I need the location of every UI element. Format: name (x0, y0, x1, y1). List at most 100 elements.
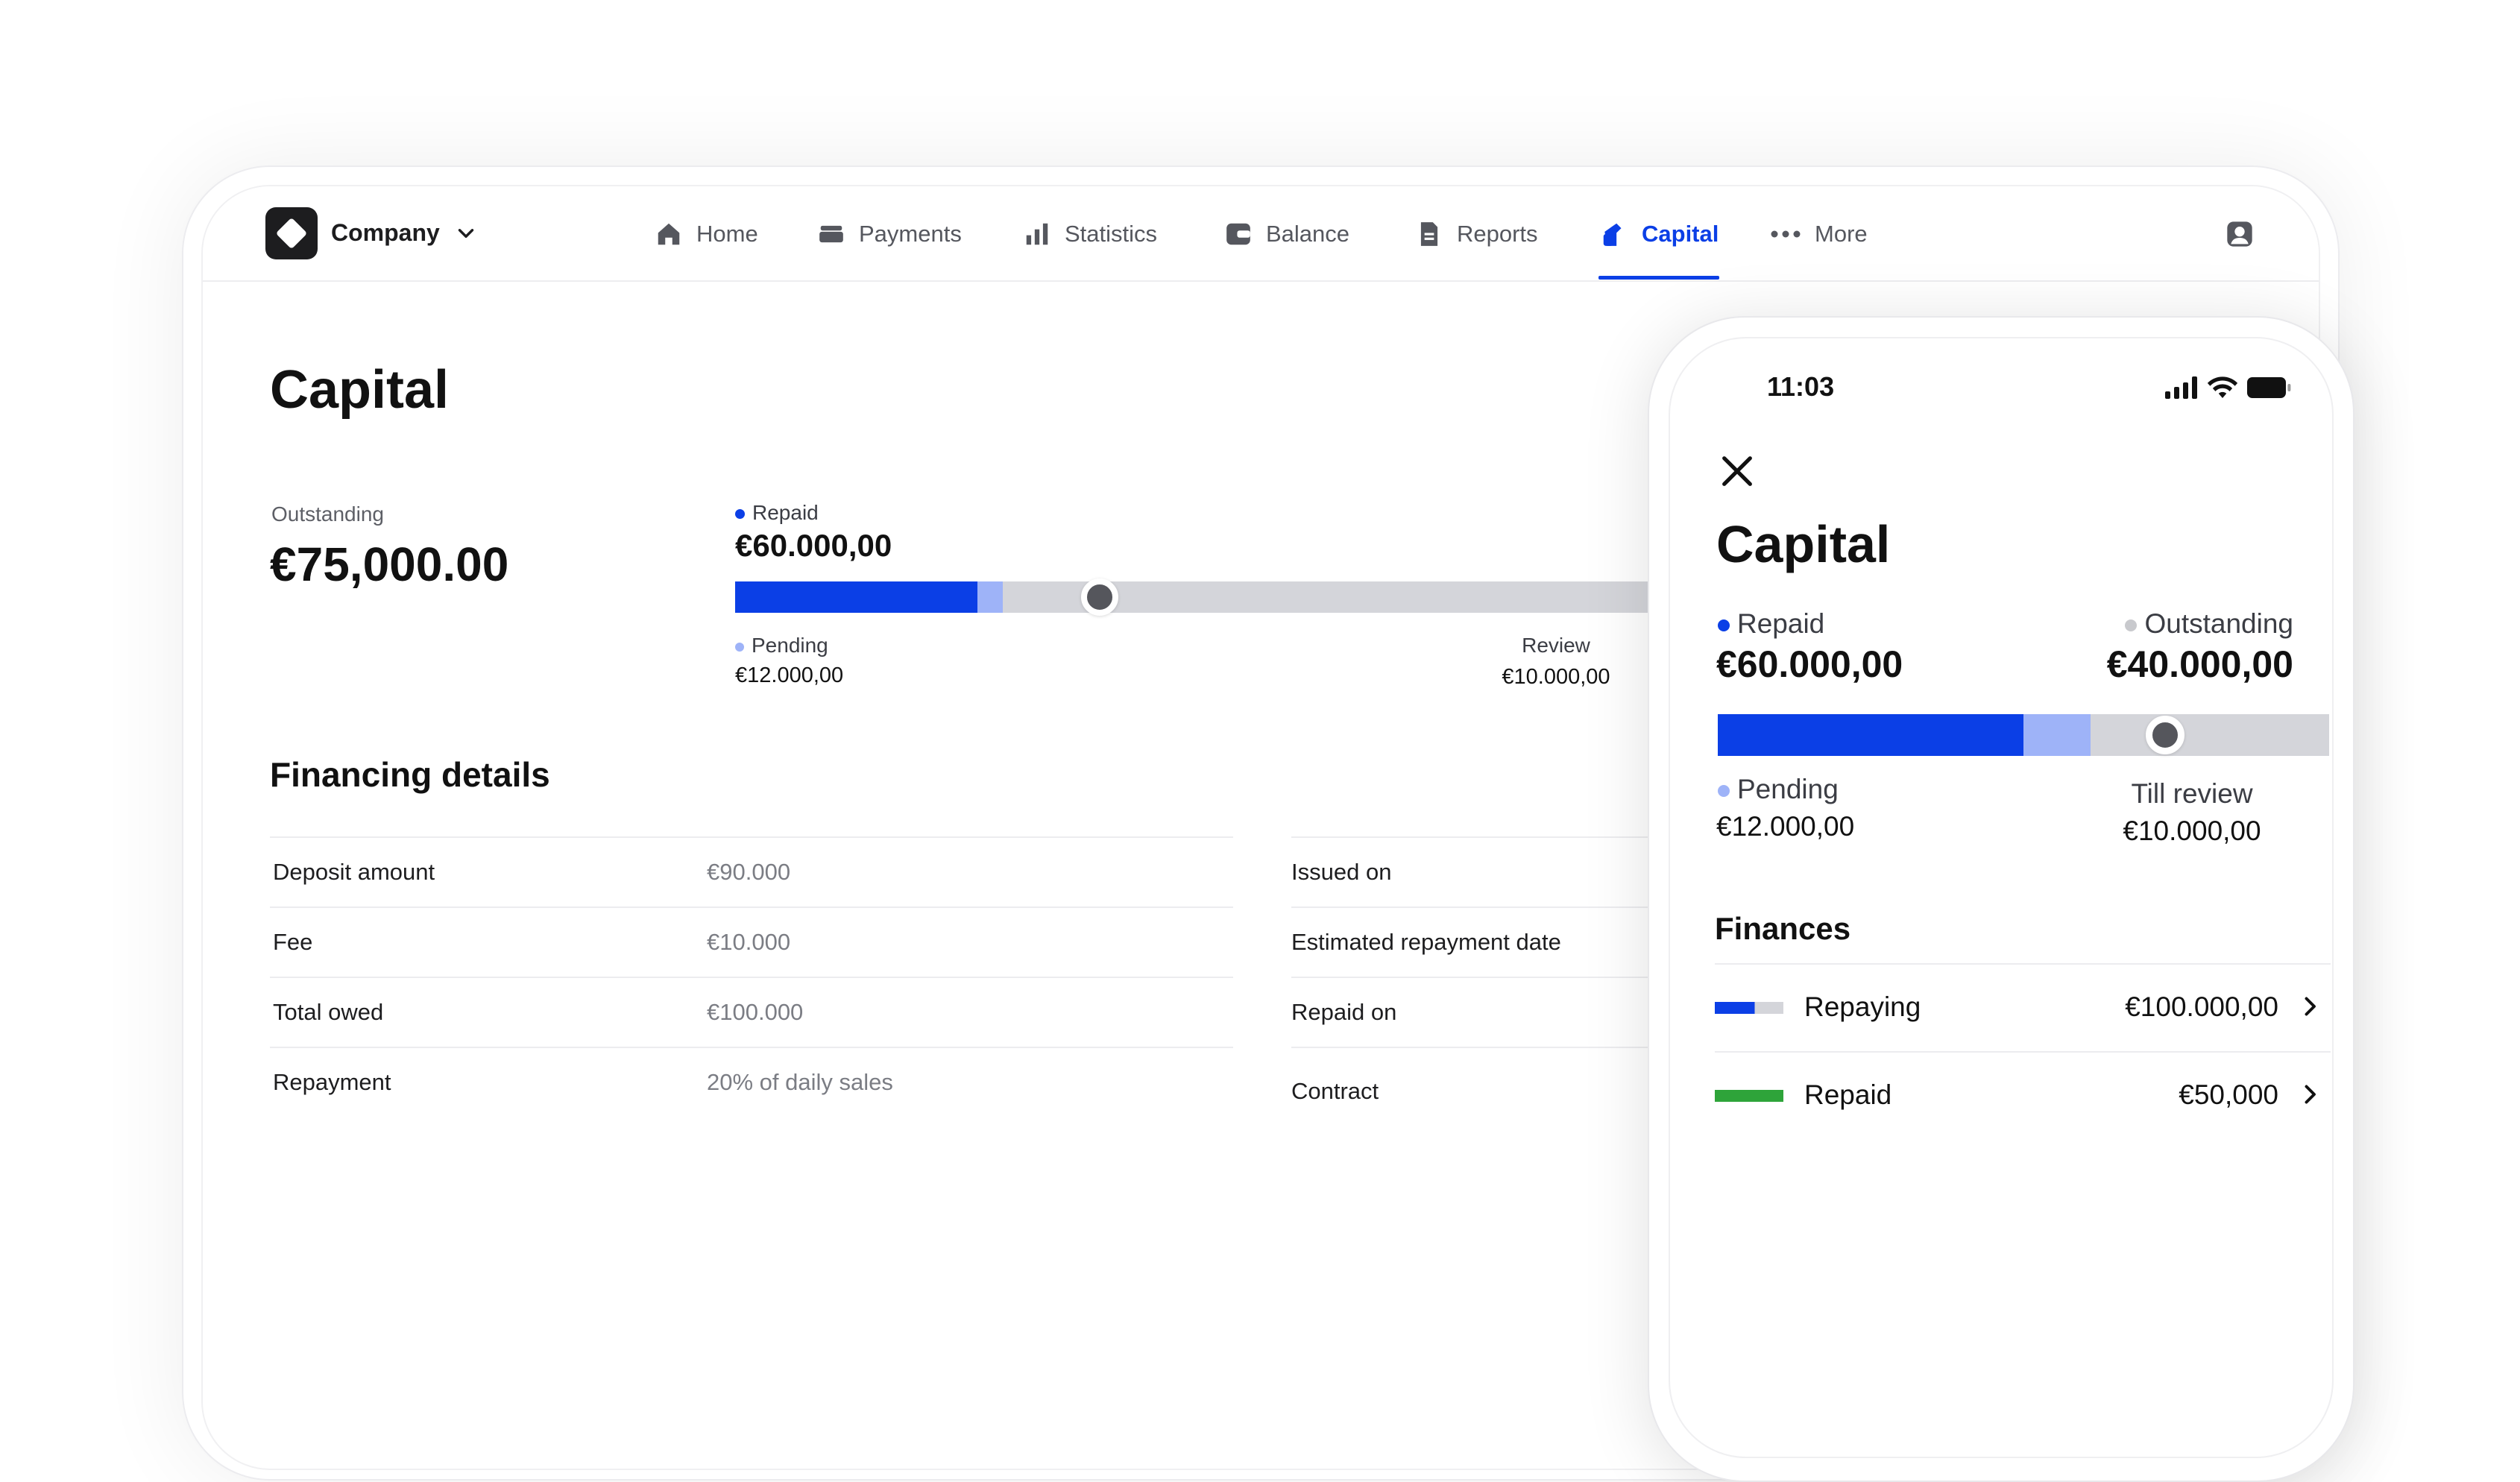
repaid-dot-icon (1718, 619, 1730, 632)
chevron-right-icon (2305, 997, 2316, 1016)
repaid-label: Repaid (752, 501, 819, 524)
nav-balance-label: Balance (1266, 221, 1350, 247)
pending-label: Pending (752, 634, 828, 657)
nav-statistics[interactable]: Statistics (1023, 213, 1157, 255)
repaid-dot-icon (735, 509, 745, 520)
payments-icon (819, 225, 843, 243)
more-dots-icon (1771, 230, 1801, 238)
phone-outstanding-label: Outstanding (2144, 608, 2293, 639)
phone-pending-value: €12.000,00 (1716, 811, 1855, 842)
phone-review-label: Till review (2131, 778, 2253, 809)
review-marker[interactable] (2146, 716, 2185, 754)
phone-repaid-value: €60.000,00 (1716, 643, 1903, 685)
wifi-icon (2207, 376, 2238, 398)
phone-pending-legend: Pending (1718, 774, 1839, 805)
table-row: Deposit amount €90.000 (270, 836, 1233, 906)
home-icon (658, 223, 680, 245)
nav-home-label: Home (696, 221, 758, 247)
active-tab-indicator (1598, 276, 1719, 280)
finances-title: Finances (1715, 911, 1851, 946)
repaying-swatch (1715, 1002, 1783, 1014)
chevron-down-icon[interactable] (453, 221, 479, 246)
pending-legend: Pending (735, 634, 828, 658)
outstanding-label: Outstanding (271, 502, 384, 526)
battery-icon (2247, 377, 2291, 398)
table-row: Estimated repayment date (1291, 906, 1679, 977)
nav-balance[interactable]: Balance (1224, 213, 1349, 255)
nav-payments-label: Payments (859, 221, 962, 247)
row-label: Issued on (1291, 859, 1392, 885)
review-marker[interactable] (1080, 578, 1118, 616)
nav-home[interactable]: Home (655, 213, 758, 255)
review-value: €10.000,00 (1502, 665, 1610, 689)
review-label: Review (1522, 634, 1590, 657)
table-row: Repaid on (1291, 977, 1679, 1047)
finance-row-repaying[interactable]: Repaying €100.000,00 (1715, 963, 2331, 1053)
company-logo[interactable] (265, 207, 318, 259)
phone-page-title: Capital (1716, 515, 1891, 573)
balance-icon (1226, 223, 1250, 245)
progress-pending-segment (2023, 714, 2091, 756)
progress-repaid-segment (1718, 714, 2023, 756)
status-bar-icons (2165, 376, 2292, 400)
finance-row-value: €50,000 (2179, 1079, 2278, 1110)
row-value: €100.000 (707, 999, 804, 1025)
table-row: Total owed €100.000 (270, 977, 1233, 1047)
phone-screen: 11:03 Capital Repaid €60.000,00 Outstand… (1669, 337, 2334, 1458)
row-label: Repayment (273, 1069, 391, 1095)
contract-link[interactable]: Contract (1291, 1078, 1379, 1104)
repayment-progress-bar (735, 578, 1704, 616)
repaid-legend: Repaid (735, 501, 819, 525)
nav-reports-label: Reports (1457, 221, 1538, 247)
phone-outstanding-legend: Outstanding (2125, 608, 2293, 640)
status-bar-time: 11:03 (1767, 371, 1835, 402)
nav-reports[interactable]: Reports (1415, 213, 1538, 255)
table-row: Repayment 20% of daily sales (270, 1047, 1233, 1117)
capital-icon (1603, 223, 1622, 246)
finance-row-label: Repaid (1804, 1079, 1892, 1110)
pending-value: €12.000,00 (735, 663, 844, 687)
finance-row-value: €100.000,00 (2125, 991, 2278, 1022)
financing-dates-table: Issued on Estimated repayment date Repai… (1291, 836, 1679, 1126)
row-value: €90.000 (707, 859, 791, 885)
progress-repaid-segment (735, 581, 977, 613)
repaid-swatch (1715, 1090, 1783, 1102)
logo-diamond-icon (275, 217, 308, 250)
page-title: Capital (270, 360, 450, 420)
row-value: 20% of daily sales (707, 1069, 893, 1095)
table-row[interactable]: Contract (1291, 1047, 1679, 1126)
company-switcher-label[interactable]: Company (331, 219, 440, 246)
phone-repaid-legend: Repaid (1718, 608, 1824, 640)
nav-more[interactable]: More (1770, 213, 1868, 255)
phone-pending-label: Pending (1737, 774, 1839, 804)
repaid-value: €60.000,00 (735, 528, 892, 563)
outstanding-dot-icon (2125, 619, 2138, 632)
phone-repaid-label: Repaid (1737, 608, 1825, 639)
nav-payments[interactable]: Payments (817, 213, 962, 255)
signal-icon (2165, 376, 2197, 399)
close-icon[interactable] (1718, 452, 1757, 491)
financing-details-table: Deposit amount €90.000 Fee €10.000 Total… (270, 836, 1233, 1117)
pending-dot-icon (735, 642, 744, 652)
statistics-icon (1026, 223, 1048, 245)
row-label: Total owed (273, 999, 384, 1025)
reports-icon (1420, 222, 1438, 246)
table-row: Fee €10.000 (270, 906, 1233, 977)
user-account-icon[interactable] (2225, 219, 2255, 249)
outstanding-value: €75,000.00 (270, 537, 509, 591)
table-row: Issued on (1291, 836, 1679, 906)
financing-details-title: Financing details (270, 755, 550, 794)
finance-row-repaid[interactable]: Repaid €50,000 (1715, 1051, 2331, 1141)
phone-review-value: €10.000,00 (2123, 816, 2261, 846)
row-value: €10.000 (707, 929, 791, 955)
progress-pending-segment (977, 581, 1003, 613)
row-label: Deposit amount (273, 859, 435, 885)
row-label: Estimated repayment date (1291, 929, 1561, 955)
nav-statistics-label: Statistics (1065, 221, 1158, 247)
nav-more-label: More (1815, 221, 1868, 247)
top-navigation: Company Home Payments Statistics Balance… (203, 186, 2319, 282)
phone-outstanding-value: €40.000,00 (2106, 643, 2293, 685)
finance-row-label: Repaying (1804, 991, 1921, 1022)
nav-capital[interactable]: Capital (1600, 213, 1719, 255)
nav-capital-label: Capital (1642, 221, 1719, 247)
